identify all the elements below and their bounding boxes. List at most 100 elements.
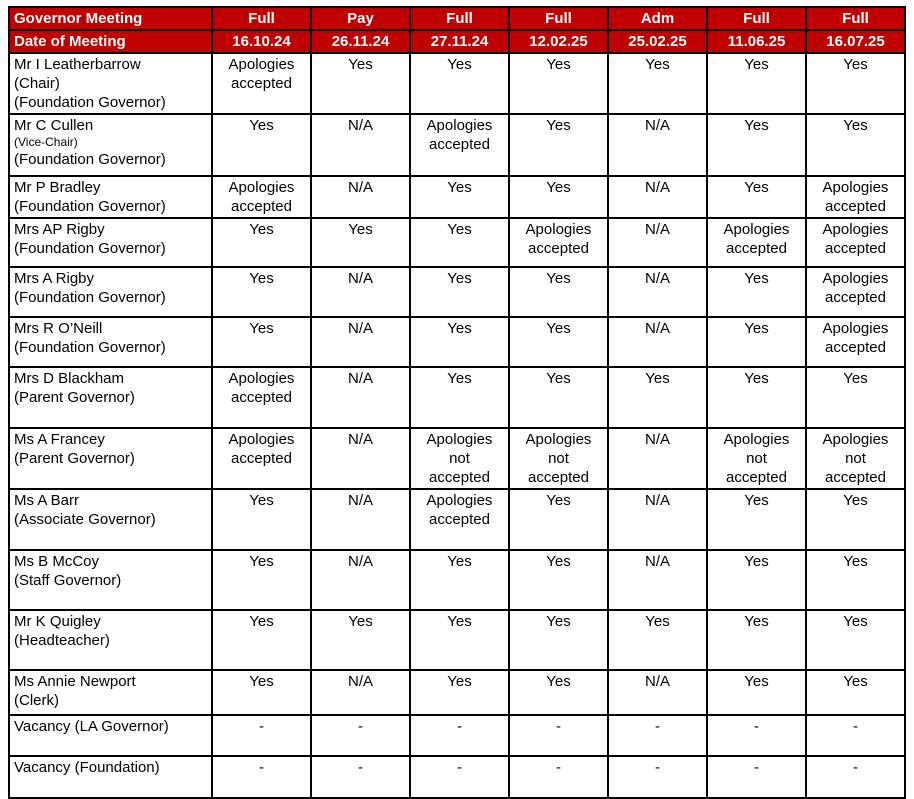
governor-name-cell: Mrs A Rigby (Foundation Governor) — [8, 266, 213, 318]
attendance-cell: Yes — [409, 175, 510, 219]
governor-name-line: (Staff Governor) — [14, 572, 122, 589]
attendance-cell: Apologies accepted — [706, 217, 807, 268]
governor-name-cell: Mr C Cullen (Vice-Chair) (Foundation Gover… — [8, 113, 213, 177]
meeting-date-cell-5: 25.02.25 — [607, 29, 708, 54]
attendance-cell: Yes — [508, 669, 609, 716]
meeting-date-cell-1: 16.10.24 — [211, 29, 312, 54]
meeting-type-cell-7: Full — [805, 6, 906, 31]
attendance-cell: Yes — [211, 217, 312, 268]
attendance-cell: Yes — [706, 366, 807, 429]
attendance-cell: Yes — [508, 175, 609, 219]
attendance-cell: Yes — [310, 52, 411, 115]
attendance-cell: Yes — [805, 609, 906, 671]
attendance-cell: Yes — [211, 669, 312, 716]
attendance-cell: N/A — [607, 113, 708, 177]
governor-name-line: Vacancy (LA Governor) — [14, 718, 169, 735]
attendance-cell: Yes — [508, 488, 609, 551]
attendance-cell: Yes — [805, 113, 906, 177]
attendance-cell: Yes — [508, 316, 609, 368]
attendance-cell: N/A — [310, 316, 411, 368]
attendance-cell: N/A — [607, 427, 708, 490]
governor-name-line: Mr P Bradley — [14, 179, 101, 196]
meeting-type-cell-2: Pay — [310, 6, 411, 31]
attendance-cell: Yes — [805, 549, 906, 611]
attendance-cell: N/A — [607, 316, 708, 368]
attendance-cell: - — [508, 755, 609, 799]
attendance-cell: Yes — [706, 113, 807, 177]
governor-name-cell: Vacancy (Foundation) — [8, 755, 213, 799]
governor-name-line: Mr K Quigley — [14, 613, 101, 630]
governor-name-cell: Mrs D Blackham (Parent Governor) — [8, 366, 213, 429]
meeting-date-cell-2: 26.11.24 — [310, 29, 411, 54]
governor-name-cell: Mr I Leatherbarrow (Chair) (Foundation Gov… — [8, 52, 213, 115]
attendance-cell: Apologies accepted — [211, 175, 312, 219]
attendance-cell: Apologies accepted — [805, 175, 906, 219]
attendance-cell: Apologies accepted — [211, 427, 312, 490]
table-row: Vacancy (LA Governor) - - - - - - - — [8, 714, 906, 757]
attendance-cell: Yes — [508, 549, 609, 611]
governor-name-line: Ms A Barr — [14, 492, 80, 509]
attendance-cell: Yes — [706, 52, 807, 115]
governor-name-cell: Mrs R O’Neill (Foundation Governor) — [8, 316, 213, 368]
governor-name-line: (Foundation Governor) — [14, 289, 166, 306]
governor-name-line: Mr I Leatherbarrow — [14, 56, 141, 73]
governor-name-cell: Ms Annie Newport (Clerk) — [8, 669, 213, 716]
attendance-cell: N/A — [607, 488, 708, 551]
attendance-cell: Apologies not accepted — [409, 427, 510, 490]
governor-name-line: Mr C Cullen — [14, 117, 94, 134]
attendance-cell: Yes — [508, 113, 609, 177]
table-row: Mr I Leatherbarrow (Chair) (Foundation Gov… — [8, 52, 906, 115]
attendance-cell: Apologies accepted — [805, 266, 906, 318]
table-row: Mrs A Rigby (Foundation Governor) Yes N/A Ye… — [8, 266, 906, 318]
governor-name-line: (Chair) — [14, 75, 60, 92]
attendance-cell: - — [805, 755, 906, 799]
header-governor-meeting-label: Governor Meeting — [8, 6, 213, 31]
meeting-date-cell-7: 16.07.25 — [805, 29, 906, 54]
table-row: Mrs D Blackham (Parent Governor) Apologies… — [8, 366, 906, 429]
governor-name-line: (Foundation Governor) — [14, 240, 166, 257]
governor-name-cell: Mr K Quigley (Headteacher) — [8, 609, 213, 671]
attendance-cell: N/A — [607, 266, 708, 318]
attendance-cell: N/A — [310, 549, 411, 611]
attendance-cell: N/A — [607, 669, 708, 716]
attendance-cell: Apologies accepted — [211, 366, 312, 429]
attendance-cell: Apologies not accepted — [508, 427, 609, 490]
attendance-cell: Yes — [409, 316, 510, 368]
attendance-cell: Yes — [409, 669, 510, 716]
governor-name-line: (Clerk) — [14, 692, 59, 709]
table-body: Mr I Leatherbarrow (Chair) (Foundation Gov… — [8, 52, 906, 799]
table-row: Ms A Francey (Parent Governor) Apologies ac… — [8, 427, 906, 490]
governor-name-line: Vacancy (Foundation) — [14, 759, 160, 776]
attendance-cell: - — [409, 755, 510, 799]
meeting-type-row: Governor Meeting Full Pay Full Full Adm Full F… — [8, 6, 906, 31]
attendance-cell: Yes — [310, 609, 411, 671]
attendance-cell: Yes — [805, 669, 906, 716]
attendance-cell: Yes — [211, 113, 312, 177]
attendance-cell: N/A — [310, 175, 411, 219]
attendance-cell: Yes — [409, 266, 510, 318]
table-row: Mrs R O’Neill (Foundation Governor) Yes N/A… — [8, 316, 906, 368]
governor-name-line: Mrs D Blackham — [14, 370, 125, 387]
governor-name-line: (Vice-Chair) — [14, 135, 78, 149]
attendance-cell: Yes — [805, 52, 906, 115]
attendance-cell: Yes — [508, 609, 609, 671]
attendance-cell: N/A — [310, 366, 411, 429]
attendance-cell: Yes — [607, 609, 708, 671]
attendance-cell: - — [211, 755, 312, 799]
attendance-cell: - — [409, 714, 510, 757]
attendance-cell: Yes — [706, 266, 807, 318]
attendance-cell: Yes — [211, 549, 312, 611]
governor-name-line: (Foundation Governor) — [14, 198, 166, 215]
attendance-cell: - — [607, 714, 708, 757]
governor-name-cell: Mrs AP Rigby (Foundation Governor) — [8, 217, 213, 268]
attendance-cell: - — [706, 755, 807, 799]
attendance-cell: - — [310, 714, 411, 757]
governor-name-line: Mrs AP Rigby — [14, 221, 105, 238]
meeting-type-cell-3: Full — [409, 6, 510, 31]
attendance-cell: Apologies not accepted — [706, 427, 807, 490]
attendance-cell: Yes — [508, 52, 609, 115]
governor-name-line: (Associate Governor) — [14, 511, 156, 528]
attendance-cell: Apologies accepted — [805, 217, 906, 268]
attendance-cell: - — [607, 755, 708, 799]
